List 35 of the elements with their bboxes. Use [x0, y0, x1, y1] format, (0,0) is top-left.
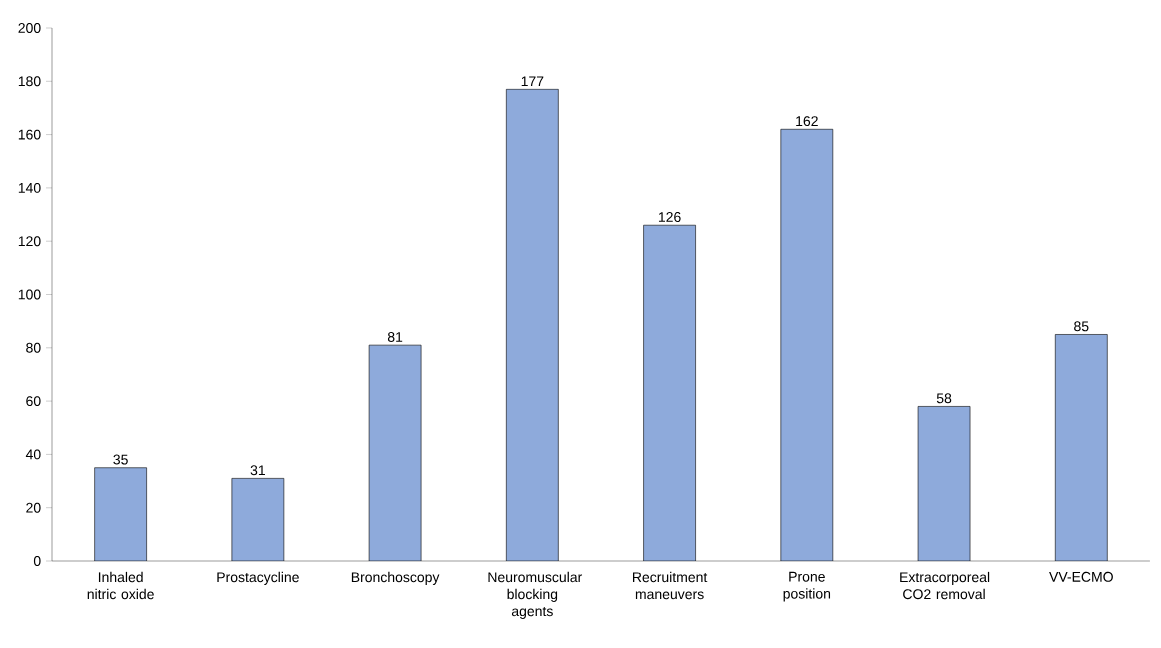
data-label: 162: [796, 116, 818, 127]
data-label: 177: [521, 76, 544, 87]
x-tick-label: Prone position: [783, 571, 831, 602]
y-tick-label: 160: [18, 129, 41, 140]
y-tick-label: 60: [26, 396, 41, 407]
y-tick-label: 140: [18, 182, 41, 193]
data-label: 58: [936, 393, 952, 404]
data-label: 35: [113, 454, 128, 465]
x-tick-label: Extracorporeal CO2 removal: [900, 571, 990, 600]
y-tick-label: 20: [26, 502, 41, 513]
data-label: 126: [658, 212, 681, 223]
y-tick-label: 180: [18, 76, 41, 87]
y-tick-label: 40: [25, 449, 41, 460]
bar: [643, 225, 696, 561]
bar: [1054, 334, 1108, 561]
bar: [231, 478, 284, 561]
bar: [780, 129, 833, 561]
x-tick-label: Inhaled nitric oxide: [87, 571, 154, 600]
bar: [506, 89, 559, 561]
y-tick-label: 100: [18, 289, 41, 300]
y-tick-label: 80: [26, 342, 41, 353]
x-tick-label: Neuromuscular blocking agents: [488, 571, 583, 619]
y-tick-label: 120: [18, 236, 41, 247]
y-tick-label: 0: [33, 556, 41, 566]
data-label: 85: [1074, 321, 1089, 332]
bar: [94, 467, 147, 561]
data-label: 81: [387, 332, 403, 342]
bar: [369, 345, 422, 561]
x-tick-label: Prostacycline: [217, 571, 299, 585]
x-tick-label: Recruitment maneuvers: [632, 571, 708, 600]
x-tick-label: Bronchoscopy: [351, 571, 440, 585]
data-label: 31: [250, 465, 265, 476]
y-tick-label: 200: [18, 23, 41, 33]
x-tick-label: VV-ECMO: [1049, 571, 1113, 582]
bar: [918, 406, 971, 561]
